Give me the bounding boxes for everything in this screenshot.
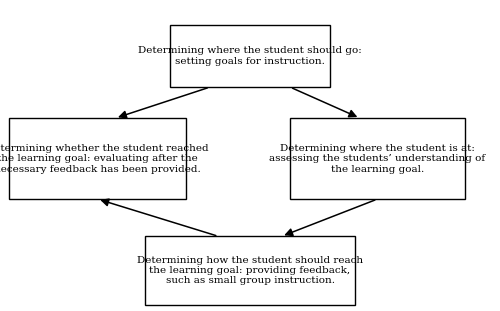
FancyBboxPatch shape bbox=[9, 118, 186, 199]
Text: Determining how the student should reach
the learning goal: providing feedback,
: Determining how the student should reach… bbox=[137, 256, 363, 285]
FancyBboxPatch shape bbox=[290, 118, 465, 199]
Text: Determining whether the student reached
the learning goal: evaluating after the
: Determining whether the student reached … bbox=[0, 144, 209, 174]
FancyBboxPatch shape bbox=[145, 236, 355, 305]
FancyBboxPatch shape bbox=[170, 25, 330, 87]
Text: Determining where the student should go:
setting goals for instruction.: Determining where the student should go:… bbox=[138, 46, 362, 66]
Text: Determining where the student is at:
assessing the students’ understanding of
th: Determining where the student is at: ass… bbox=[270, 144, 486, 174]
